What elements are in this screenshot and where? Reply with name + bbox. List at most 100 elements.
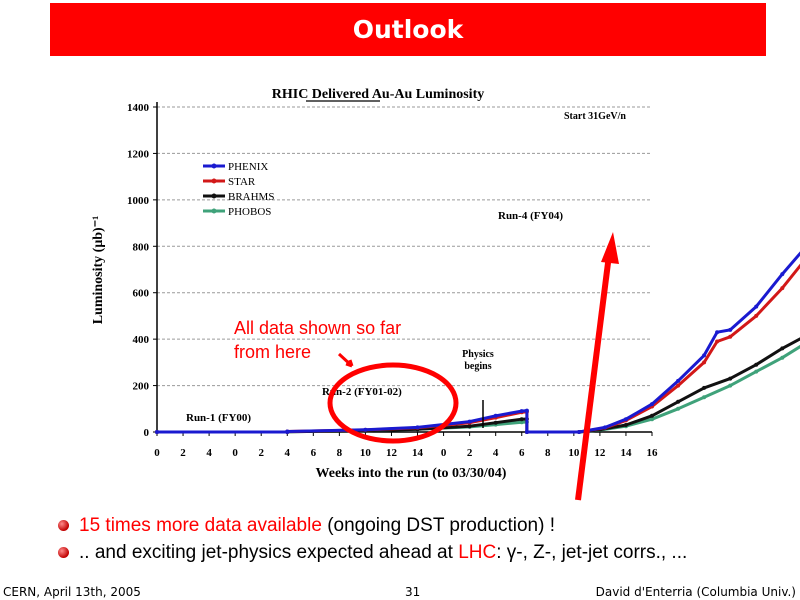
x-tick-label: 4 xyxy=(493,447,499,459)
annotation-run4: Run-4 (FY04) xyxy=(498,210,563,222)
bullet-icon xyxy=(58,547,69,558)
note-line-1: All data shown so far xyxy=(234,318,402,338)
slide-title: Outlook xyxy=(352,15,464,44)
highlight-ellipse xyxy=(327,362,459,444)
footer-right: David d'Enterria (Columbia Univ.) xyxy=(595,585,796,599)
annotation-physics-begins: Physics begins xyxy=(462,349,494,372)
x-tick-label: 10 xyxy=(568,447,580,459)
y-tick-label: 1000 xyxy=(127,195,150,207)
data-point-star xyxy=(728,334,733,339)
legend-label-brahms: BRAHMS xyxy=(228,191,274,203)
growth-arrow-head xyxy=(601,232,619,264)
x-tick-label: 2 xyxy=(467,447,473,459)
x-tick-label: 14 xyxy=(412,447,424,459)
data-point-brahms xyxy=(702,385,707,390)
x-tick-label: 12 xyxy=(386,447,398,459)
legend: PHENIX STAR BRAHMS PHOBOS xyxy=(203,161,274,218)
x-tick-label: 12 xyxy=(594,447,606,459)
data-point-phenix xyxy=(285,429,290,434)
data-point-brahms xyxy=(728,376,733,381)
y-tick-label: 1200 xyxy=(127,148,150,160)
data-point-brahms xyxy=(754,362,759,367)
legend-marker-phenix xyxy=(211,163,217,169)
note-line-2: from here xyxy=(234,342,312,362)
note-text: All data shown so far from here xyxy=(234,316,401,364)
data-point-phenix xyxy=(524,430,529,434)
data-point-phenix xyxy=(155,430,159,434)
x-tick-label: 2 xyxy=(180,447,186,459)
y-axis-label: Luminosity (μb)⁻¹ xyxy=(91,216,106,325)
y-tick-label: 400 xyxy=(133,334,150,346)
data-point-phenix xyxy=(467,419,472,424)
data-point-brahms xyxy=(780,346,785,351)
series-line-brahms xyxy=(157,337,800,434)
growth-arrow-shaft xyxy=(575,254,612,501)
data-point-star xyxy=(702,360,707,365)
data-point-phenix xyxy=(577,430,582,434)
x-tick-label: 6 xyxy=(519,447,525,459)
data-point-phenix xyxy=(728,327,733,332)
bullet-icon xyxy=(58,520,69,531)
y-tick-label: 0 xyxy=(144,427,150,439)
data-point-phenix xyxy=(676,378,681,383)
data-point-brahms xyxy=(493,420,498,425)
data-point-phenix xyxy=(603,425,608,430)
x-tick-label: 4 xyxy=(206,447,212,459)
data-point-phenix xyxy=(415,425,420,430)
data-point-phobos xyxy=(754,369,759,374)
series-lines xyxy=(155,251,800,434)
x-tick-label: 4 xyxy=(285,447,291,459)
legend-marker-star xyxy=(211,178,217,184)
x-tick-label: 8 xyxy=(337,447,343,459)
y-tick-label: 600 xyxy=(133,288,150,300)
y-tick-label: 800 xyxy=(133,241,150,253)
y-tick-label: 1400 xyxy=(127,102,150,114)
data-point-phobos xyxy=(519,420,524,425)
data-point-phobos xyxy=(650,417,654,422)
data-point-phenix xyxy=(754,304,759,309)
x-tick-label: 8 xyxy=(545,447,551,459)
annotation-run1: Run-1 (FY00) xyxy=(186,412,251,424)
legend-marker-brahms xyxy=(211,193,217,199)
grid-lines xyxy=(157,106,652,387)
data-point-phenix xyxy=(623,417,628,422)
data-point-phenix xyxy=(650,402,654,407)
data-point-phenix xyxy=(363,427,368,432)
title-bar: Outlook xyxy=(50,3,766,56)
legend-marker-phobos xyxy=(211,208,217,214)
x-tick-label: 14 xyxy=(620,447,632,459)
footer-left: CERN, April 13th, 2005 xyxy=(3,585,141,599)
data-point-phobos xyxy=(728,383,733,388)
bullet-item-2: .. and exciting jet-physics expected ahe… xyxy=(58,539,687,566)
data-point-star xyxy=(754,313,759,318)
bullet2-text: .. and exciting jet-physics expected ahe… xyxy=(79,541,453,563)
y-tick-label: 200 xyxy=(133,381,150,393)
data-point-phobos xyxy=(780,355,785,360)
y-axis-ticks: 0 200 400 600 800 1000 1200 1400 xyxy=(127,102,157,439)
x-tick-label: 6 xyxy=(311,447,317,459)
data-point-brahms xyxy=(467,424,472,429)
data-point-brahms xyxy=(676,399,681,404)
data-point-brahms xyxy=(650,413,654,418)
page-number: 31 xyxy=(405,585,421,599)
data-point-phenix xyxy=(780,272,785,277)
data-point-brahms xyxy=(623,423,628,427)
data-point-phenix xyxy=(519,409,524,414)
bullet2-highlight: LHC xyxy=(458,541,497,563)
series-line-phenix xyxy=(157,251,800,434)
bullet1-text: (ongoing DST production) ! xyxy=(327,514,555,536)
bullet1-highlight: 15 times more data available xyxy=(79,514,322,536)
data-point-star xyxy=(676,383,681,388)
annotation-start-31gev: Start 31GeV/n xyxy=(564,111,626,122)
bullet-item-1: 15 times more data available (ongoing DS… xyxy=(58,512,687,539)
data-point-phenix xyxy=(493,413,498,418)
x-axis-label: Weeks into the run (to 03/30/04) xyxy=(316,466,507,481)
data-point-phenix xyxy=(715,330,720,335)
x-tick-label: 16 xyxy=(647,447,659,459)
x-tick-label: 10 xyxy=(360,447,372,459)
note-pointer-arrow xyxy=(337,352,354,368)
x-tick-label: 0 xyxy=(232,447,238,459)
legend-label-phenix: PHENIX xyxy=(228,161,268,173)
x-tick-label: 2 xyxy=(258,447,264,459)
